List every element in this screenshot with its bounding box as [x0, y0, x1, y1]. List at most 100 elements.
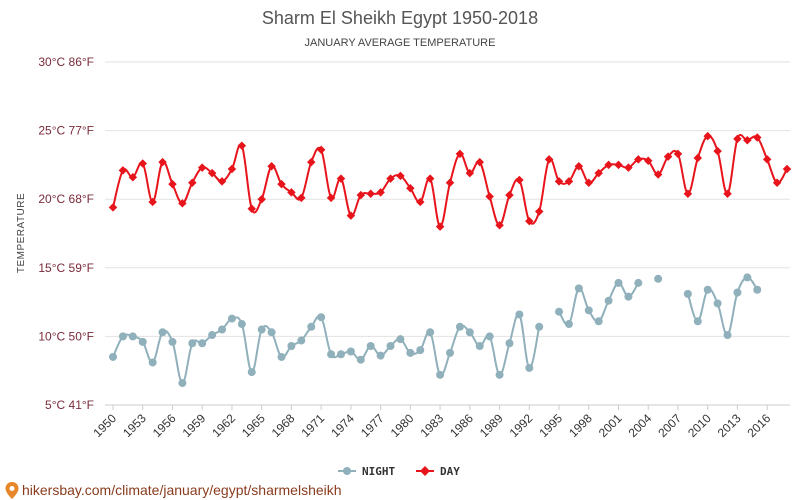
night-point[interactable]	[178, 379, 187, 388]
day-point[interactable]	[495, 221, 504, 230]
night-point[interactable]	[535, 322, 544, 331]
day-point[interactable]	[326, 193, 336, 203]
day-point[interactable]	[356, 190, 366, 200]
day-point[interactable]	[267, 162, 276, 171]
night-point[interactable]	[743, 273, 752, 282]
night-point[interactable]	[208, 331, 217, 340]
night-point[interactable]	[138, 337, 147, 346]
night-point[interactable]	[624, 292, 633, 301]
day-point[interactable]	[425, 174, 435, 183]
night-point[interactable]	[327, 350, 336, 359]
day-point[interactable]	[197, 163, 207, 172]
night-point[interactable]	[475, 342, 484, 351]
night-point[interactable]	[564, 320, 573, 329]
night-point[interactable]	[594, 317, 603, 326]
night-point[interactable]	[713, 299, 722, 308]
day-point[interactable]	[465, 168, 475, 178]
night-point[interactable]	[168, 337, 177, 346]
night-point[interactable]	[118, 332, 127, 341]
night-point[interactable]	[396, 335, 405, 344]
night-point[interactable]	[495, 370, 504, 379]
day-point[interactable]	[247, 204, 257, 214]
night-point[interactable]	[237, 320, 246, 329]
day-point[interactable]	[257, 194, 266, 204]
night-point[interactable]	[465, 328, 474, 337]
night-point[interactable]	[634, 278, 643, 287]
day-point[interactable]	[188, 178, 197, 187]
night-point[interactable]	[277, 352, 286, 361]
night-point[interactable]	[555, 307, 564, 316]
day-point[interactable]	[713, 146, 722, 156]
day-point[interactable]	[693, 153, 703, 163]
night-point[interactable]	[693, 317, 702, 326]
night-point[interactable]	[227, 314, 236, 323]
night-point[interactable]	[128, 332, 137, 341]
night-point[interactable]	[366, 342, 375, 351]
night-point[interactable]	[703, 285, 712, 294]
night-point[interactable]	[218, 325, 227, 334]
night-point[interactable]	[198, 339, 207, 348]
night-point[interactable]	[733, 288, 742, 297]
night-point[interactable]	[287, 342, 296, 351]
day-point[interactable]	[287, 188, 296, 197]
day-point[interactable]	[396, 171, 405, 181]
day-point[interactable]	[376, 188, 385, 197]
day-point[interactable]	[138, 159, 147, 168]
day-point[interactable]	[178, 199, 187, 208]
day-point[interactable]	[515, 175, 524, 185]
night-point[interactable]	[505, 339, 514, 348]
legend-item-day[interactable]: DAY	[416, 465, 460, 478]
night-point[interactable]	[336, 350, 345, 359]
day-point[interactable]	[148, 197, 157, 207]
night-point[interactable]	[257, 325, 266, 334]
day-point[interactable]	[227, 164, 237, 174]
day-point[interactable]	[435, 222, 445, 231]
night-point[interactable]	[317, 313, 326, 322]
day-point[interactable]	[505, 190, 514, 200]
night-point[interactable]	[158, 328, 167, 337]
night-point[interactable]	[247, 368, 256, 377]
night-point[interactable]	[525, 363, 534, 372]
day-point[interactable]	[108, 203, 118, 212]
night-point[interactable]	[356, 355, 365, 364]
day-point[interactable]	[386, 174, 395, 183]
legend[interactable]: NIGHT DAY	[338, 465, 460, 478]
night-point[interactable]	[753, 285, 762, 294]
night-point[interactable]	[416, 346, 425, 355]
day-point[interactable]	[158, 157, 167, 167]
night-point[interactable]	[267, 328, 276, 337]
night-point[interactable]	[446, 348, 454, 357]
night-point[interactable]	[148, 358, 157, 367]
footer[interactable]: hikersbay.com/climate/january/egypt/shar…	[5, 482, 342, 499]
day-point[interactable]	[128, 173, 138, 182]
night-point[interactable]	[574, 284, 583, 293]
day-point[interactable]	[346, 211, 356, 220]
night-point[interactable]	[584, 306, 593, 315]
day-point[interactable]	[366, 189, 375, 198]
day-point[interactable]	[416, 197, 425, 207]
night-point[interactable]	[604, 296, 613, 305]
day-point[interactable]	[316, 145, 326, 155]
day-point[interactable]	[475, 157, 484, 167]
source-link[interactable]: hikersbay.com/climate/january/egypt/shar…	[22, 482, 342, 498]
day-point[interactable]	[118, 166, 128, 175]
night-point[interactable]	[188, 339, 197, 348]
night-point[interactable]	[406, 348, 415, 357]
day-point[interactable]	[336, 174, 346, 183]
night-point[interactable]	[376, 351, 385, 360]
day-point[interactable]	[306, 157, 316, 167]
day-point[interactable]	[534, 207, 544, 216]
day-point[interactable]	[168, 179, 177, 189]
legend-item-night[interactable]: NIGHT	[338, 465, 395, 478]
day-point[interactable]	[485, 192, 494, 201]
day-point[interactable]	[614, 160, 623, 170]
night-point[interactable]	[109, 352, 117, 361]
day-point[interactable]	[277, 179, 286, 189]
night-point[interactable]	[307, 322, 316, 331]
day-point[interactable]	[207, 168, 217, 178]
day-point[interactable]	[217, 177, 227, 186]
day-point[interactable]	[762, 155, 772, 164]
night-point[interactable]	[297, 336, 306, 345]
day-point[interactable]	[782, 164, 792, 174]
night-point[interactable]	[723, 331, 732, 340]
